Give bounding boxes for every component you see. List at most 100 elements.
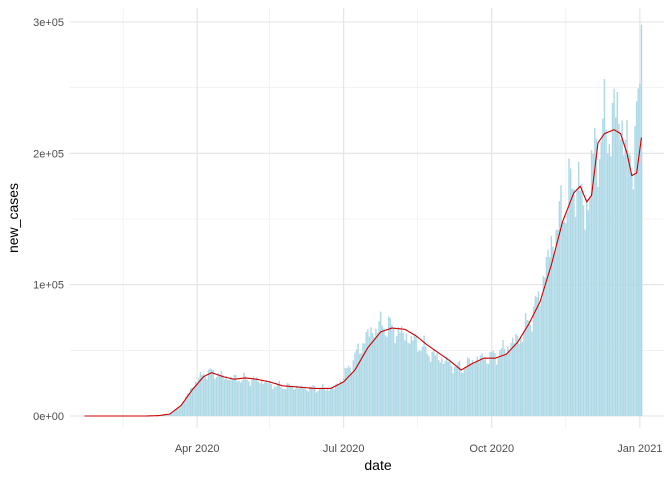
- daily-case-bar: [633, 189, 634, 416]
- daily-case-bar: [406, 334, 407, 416]
- daily-case-bar: [494, 353, 495, 416]
- daily-case-bar: [576, 189, 577, 416]
- peak-case-bar: [641, 25, 642, 416]
- daily-case-bar: [398, 327, 399, 416]
- daily-case-bar: [341, 382, 342, 416]
- daily-case-bar: [335, 384, 336, 416]
- daily-case-bar: [254, 379, 255, 416]
- daily-case-bar: [377, 333, 378, 416]
- daily-case-bar: [538, 291, 539, 416]
- daily-case-bar: [374, 337, 375, 416]
- daily-case-bar: [319, 389, 320, 416]
- daily-case-bar: [431, 352, 432, 416]
- daily-case-bar: [457, 362, 458, 416]
- daily-case-bar: [526, 320, 527, 416]
- daily-case-bar: [414, 334, 415, 416]
- daily-case-bar: [444, 361, 445, 416]
- daily-case-bar: [486, 364, 487, 416]
- daily-case-bar: [499, 350, 500, 416]
- daily-case-bar: [332, 386, 333, 416]
- daily-case-bar: [293, 390, 294, 416]
- daily-case-bar: [267, 383, 268, 416]
- daily-case-bar: [452, 373, 453, 416]
- daily-case-bar: [562, 222, 563, 416]
- daily-case-bar: [621, 120, 622, 416]
- daily-case-bar: [636, 101, 637, 416]
- daily-case-bar: [391, 325, 392, 416]
- daily-case-bar: [555, 230, 556, 416]
- daily-case-bar: [390, 318, 391, 416]
- daily-case-bar: [383, 328, 384, 416]
- daily-case-bar: [512, 338, 513, 416]
- daily-case-bar: [229, 380, 230, 416]
- daily-case-bar: [436, 353, 437, 416]
- daily-case-bar: [333, 389, 334, 416]
- daily-case-bar: [522, 342, 523, 416]
- daily-case-bar: [489, 352, 490, 416]
- daily-case-bar: [361, 353, 362, 416]
- daily-case-bar: [256, 377, 257, 416]
- daily-case-bar: [308, 391, 309, 416]
- daily-case-bar: [179, 406, 180, 416]
- daily-case-bar: [539, 306, 540, 416]
- daily-case-bar: [483, 359, 484, 416]
- daily-case-bar: [411, 336, 412, 416]
- daily-case-bar: [478, 362, 479, 416]
- daily-case-bar: [502, 340, 503, 416]
- daily-case-bar: [480, 356, 481, 417]
- daily-case-bar: [462, 373, 463, 416]
- daily-case-bar: [337, 383, 338, 416]
- daily-case-bar: [497, 358, 498, 416]
- daily-case-bar: [570, 168, 571, 416]
- daily-case-bar: [514, 343, 515, 416]
- daily-case-bar: [560, 185, 561, 416]
- daily-case-bar: [523, 331, 524, 416]
- daily-case-bar: [415, 337, 416, 416]
- daily-case-bar: [394, 343, 395, 416]
- daily-case-bar: [448, 362, 449, 416]
- daily-case-bar: [404, 340, 405, 416]
- daily-case-bar: [180, 405, 181, 416]
- daily-case-bar: [615, 117, 616, 416]
- daily-case-bar: [375, 329, 376, 416]
- daily-case-bar: [184, 401, 185, 416]
- daily-case-bar: [279, 381, 280, 416]
- daily-case-bar: [356, 349, 357, 416]
- daily-case-bar: [325, 391, 326, 417]
- daily-case-bar: [493, 351, 494, 416]
- daily-case-bar: [277, 384, 278, 416]
- daily-case-bar: [237, 382, 238, 416]
- daily-case-bar: [317, 391, 318, 416]
- daily-case-bar: [554, 254, 555, 416]
- daily-case-bar: [460, 372, 461, 416]
- daily-case-bar: [501, 348, 502, 416]
- daily-case-bar: [283, 389, 284, 416]
- daily-case-bar: [388, 317, 389, 416]
- y-tick-label: 2e+05: [33, 148, 64, 160]
- daily-case-bar: [601, 142, 602, 417]
- daily-case-bar: [216, 377, 217, 416]
- daily-case-bar: [481, 353, 482, 416]
- daily-case-bar: [235, 375, 236, 416]
- daily-case-bar: [430, 362, 431, 416]
- daily-case-bar: [477, 356, 478, 416]
- daily-case-bar: [303, 388, 304, 416]
- daily-case-bar: [351, 373, 352, 416]
- daily-case-bar: [423, 336, 424, 416]
- daily-case-bar: [209, 368, 210, 416]
- daily-case-bar: [264, 382, 265, 416]
- daily-case-bar: [543, 276, 544, 416]
- daily-case-bar: [425, 346, 426, 416]
- daily-case-bar: [491, 352, 492, 416]
- daily-case-bar: [330, 388, 331, 416]
- daily-case-bar: [316, 392, 317, 416]
- daily-case-bar: [211, 369, 212, 416]
- daily-case-bar: [393, 328, 394, 416]
- daily-case-bar: [399, 332, 400, 416]
- daily-case-bar: [285, 389, 286, 416]
- daily-case-bar: [435, 356, 436, 416]
- daily-case-bar: [465, 368, 466, 416]
- daily-case-bar: [638, 88, 639, 416]
- daily-case-bar: [602, 118, 603, 416]
